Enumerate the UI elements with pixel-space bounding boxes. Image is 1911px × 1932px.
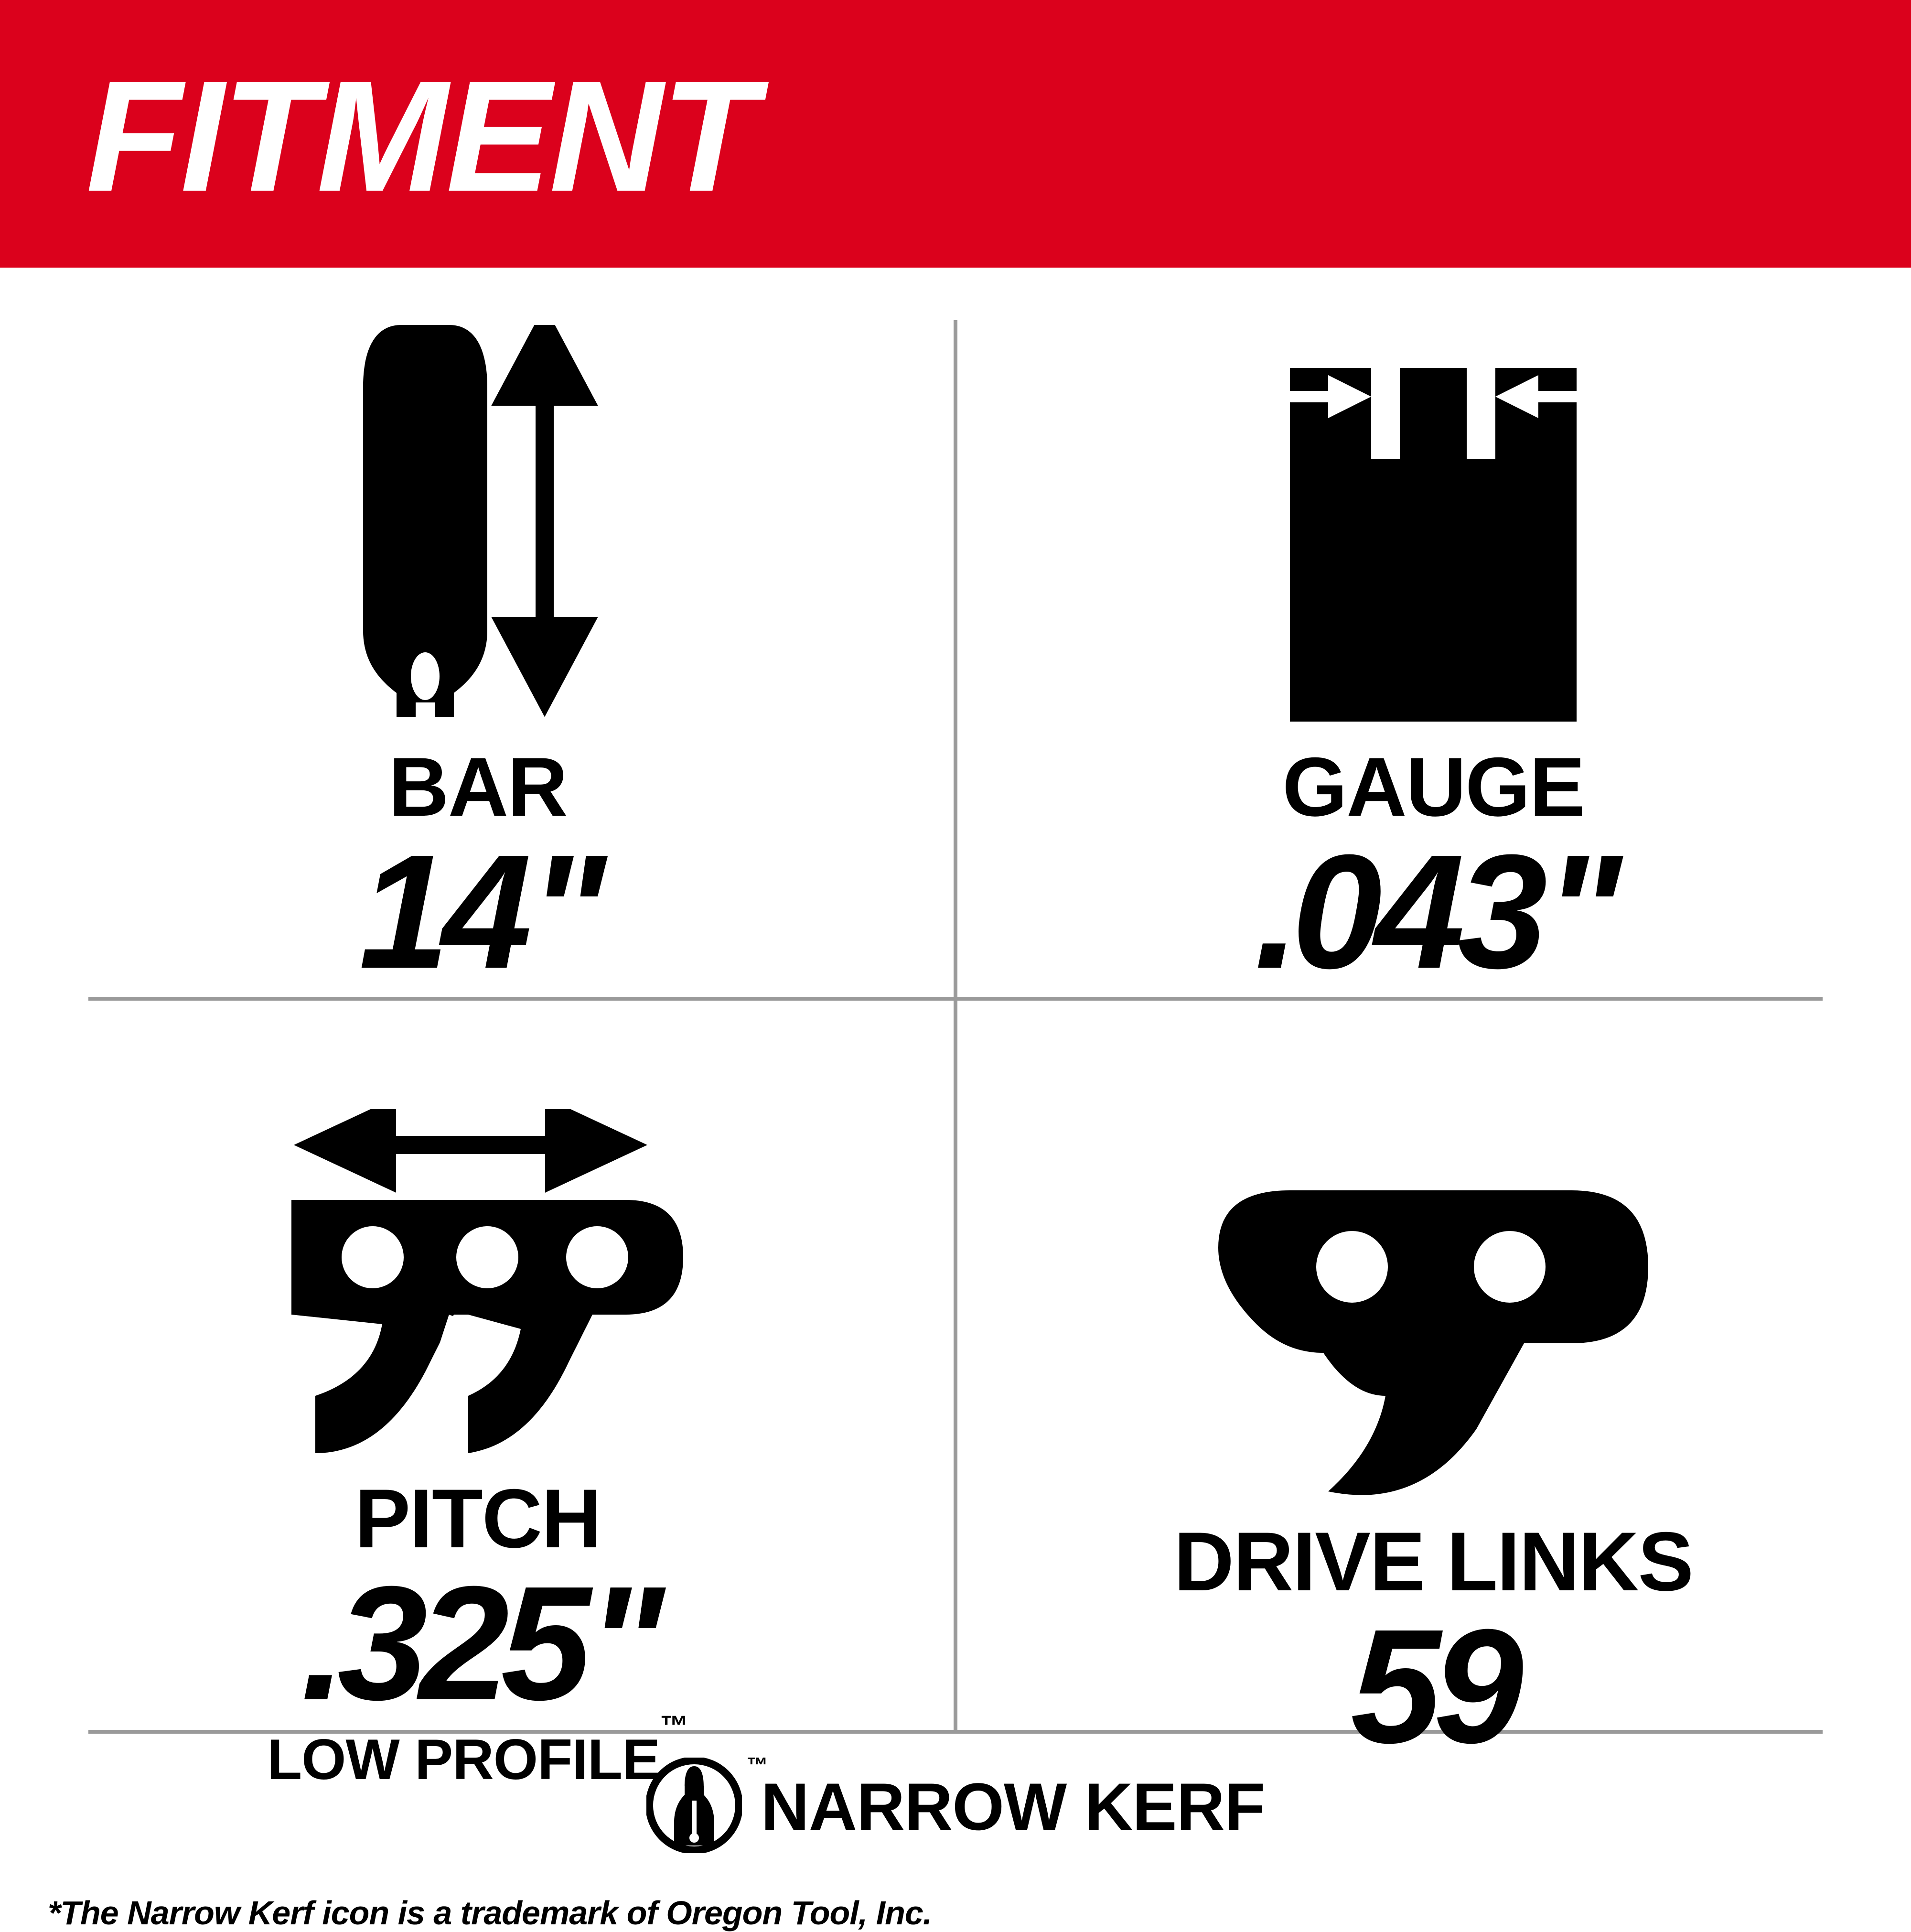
bar-value: 14" [359,839,596,985]
bar-value-unit: " [524,821,596,1003]
gauge-value-number: .043 [1255,821,1540,1003]
spec-cell-bar: BAR 14" [0,268,956,1052]
narrow-kerf-tm: ™ [747,1753,768,1778]
pitch-value-unit: " [582,1553,655,1734]
bar-value-number: 14 [359,821,524,1003]
drive-links-icon [984,1109,1882,1520]
gauge-label: GAUGE [1282,745,1584,829]
pitch-value: .325" [301,1570,655,1716]
pitch-sublabel-text: LOW PROFILE [267,1727,660,1792]
spec-cell-pitch: PITCH .325" LOW PROFILE™ [0,1052,956,1855]
pitch-sublabel-tm: ™ [660,1710,688,1742]
spec-grid: BAR 14" [0,268,1911,1730]
spec-cell-drive-links: DRIVE LINKS 59 [956,1052,1911,1855]
pitch-sublabel: LOW PROFILE™ [267,1731,688,1788]
drive-links-value: 59 [1351,1613,1516,1759]
pitch-icon [29,1109,927,1477]
bar-icon [29,325,927,745]
narrow-kerf-icon: ™ [646,1758,742,1856]
header-bar: FITMENT [0,0,1911,268]
bar-label: BAR [388,745,567,829]
header-title: FITMENT [86,57,1825,215]
drive-links-label: DRIVE LINKS [1174,1520,1693,1604]
pitch-value-number: .325 [301,1553,583,1734]
gauge-value-unit: " [1540,821,1612,1003]
gauge-value: .043" [1255,839,1612,985]
footnote: *The Narrow Kerf icon is a trademark of … [0,1875,1911,1932]
gauge-icon [984,325,1882,745]
pitch-label: PITCH [355,1477,601,1561]
spec-cell-gauge: GAUGE .043" [956,268,1911,1052]
